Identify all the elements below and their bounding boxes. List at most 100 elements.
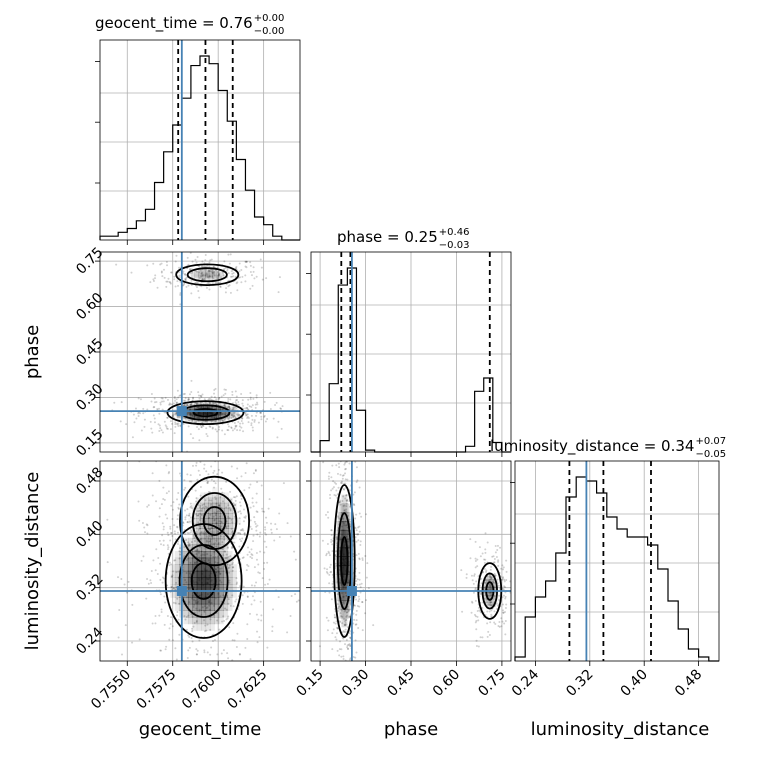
sample-point	[189, 403, 192, 406]
density-cell	[337, 591, 340, 601]
density-cell	[483, 592, 486, 597]
sample-point	[234, 496, 237, 499]
density-cell	[183, 544, 189, 552]
sample-point	[261, 507, 264, 510]
density-cell	[487, 576, 490, 581]
sample-point	[141, 521, 144, 524]
sample-point	[154, 277, 157, 280]
sample-point	[352, 493, 355, 496]
sample-point	[197, 521, 200, 524]
sample-point	[177, 507, 180, 510]
sample-point	[293, 550, 296, 553]
sample-point	[329, 571, 332, 574]
sample-point	[244, 407, 247, 410]
density-cell	[342, 547, 345, 557]
density-cell	[336, 521, 339, 531]
contour	[333, 484, 356, 638]
sample-point	[349, 645, 352, 648]
sample-point	[204, 505, 207, 508]
sample-point	[245, 413, 248, 416]
density-cell	[486, 598, 489, 603]
sample-point	[249, 658, 252, 661]
density-cell	[490, 579, 493, 584]
sample-point	[233, 414, 236, 417]
sample-point	[344, 624, 347, 627]
sample-point	[333, 494, 336, 497]
sample-point	[218, 504, 221, 507]
sample-point	[469, 538, 472, 541]
sample-point	[160, 429, 163, 432]
sample-point	[352, 612, 355, 615]
sample-point	[343, 453, 345, 455]
sample-point	[160, 543, 163, 546]
sample-point	[485, 570, 488, 573]
sample-point	[356, 533, 359, 536]
sample-point	[347, 331, 349, 333]
sample-point	[237, 400, 240, 403]
sample-point	[188, 544, 191, 547]
density-cell	[348, 600, 351, 610]
sample-point	[182, 681, 184, 683]
sample-point	[483, 558, 486, 561]
density-cell	[205, 273, 210, 276]
sample-point	[219, 495, 222, 498]
sample-point	[259, 600, 262, 603]
sample-point	[504, 611, 507, 614]
sample-point	[503, 585, 506, 588]
sample-point	[230, 416, 233, 419]
density-cell	[208, 278, 213, 281]
sample-point	[201, 274, 204, 277]
sample-point	[198, 474, 201, 477]
sample-point	[487, 595, 490, 598]
sample-point	[251, 404, 254, 407]
sample-point	[213, 388, 216, 391]
sample-point	[214, 387, 217, 390]
sample-point	[167, 472, 170, 475]
density-cell	[205, 272, 210, 275]
density-cell	[488, 585, 491, 590]
sample-point	[195, 619, 198, 622]
density-cell	[205, 623, 211, 631]
sample-point	[165, 425, 168, 428]
sample-point	[355, 598, 358, 601]
sample-point	[209, 540, 212, 543]
sample-point	[250, 603, 253, 606]
density-cell	[176, 416, 182, 419]
density-cell	[197, 278, 203, 281]
sample-point	[256, 630, 259, 633]
sample-point	[345, 505, 348, 508]
sample-point	[174, 425, 177, 428]
density-cell	[212, 269, 217, 271]
density-cell	[205, 557, 211, 565]
sample-point	[240, 475, 243, 478]
sample-point	[236, 281, 239, 284]
sample-point	[209, 618, 212, 621]
density-cell	[336, 529, 339, 540]
sample-point	[160, 270, 163, 273]
sample-point	[338, 413, 340, 415]
sample-point	[334, 636, 337, 639]
sample-point	[240, 495, 243, 498]
sample-point	[219, 281, 222, 284]
sample-point	[346, 457, 348, 459]
sample-point	[489, 584, 492, 587]
sample-point	[175, 571, 178, 574]
sample-point	[334, 562, 337, 565]
sample-point	[231, 272, 234, 275]
density-cell	[220, 523, 225, 529]
sample-point	[200, 281, 203, 284]
sample-point	[342, 657, 345, 660]
contour	[336, 512, 352, 610]
sample-point	[504, 597, 507, 600]
sample-point	[188, 636, 191, 639]
sample-point	[334, 550, 337, 553]
density-cell	[212, 276, 217, 279]
sample-point	[342, 600, 345, 603]
sample-point	[483, 567, 486, 570]
sample-point	[213, 518, 216, 521]
sample-point	[166, 531, 169, 534]
sample-point	[346, 626, 349, 629]
sample-point	[337, 607, 340, 610]
density-cell	[197, 273, 203, 276]
density-cell	[220, 502, 225, 509]
